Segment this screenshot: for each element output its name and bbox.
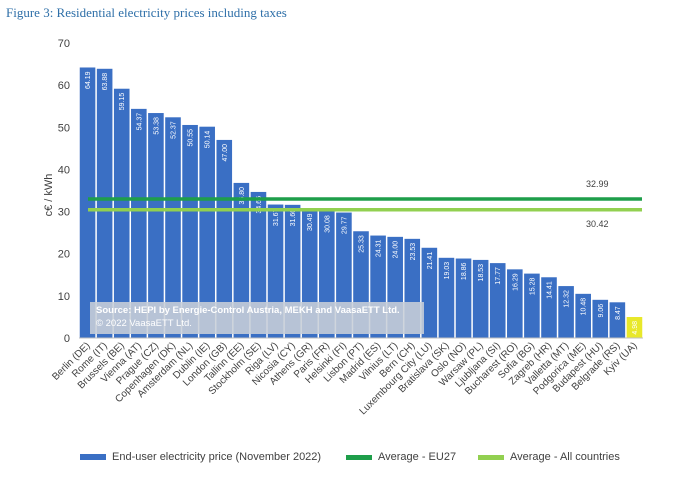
legend-swatch-all (478, 454, 504, 460)
y-tick-label: 30 (58, 207, 70, 219)
bar-value-label: 21.41 (427, 252, 434, 270)
legend-item-eu27: Average - EU27 (346, 450, 456, 464)
bar-value-label: 63.88 (102, 73, 109, 91)
bar (524, 273, 540, 338)
bar-value-label: 52.37 (171, 121, 178, 139)
bar-value-label: 24.00 (393, 241, 400, 259)
bar (233, 182, 250, 338)
bar-value-label: 9.06 (598, 304, 605, 318)
bar-value-label: 10.48 (581, 298, 588, 316)
bar-value-label: 12.32 (564, 290, 571, 308)
bar-value-label: 15.28 (529, 278, 536, 296)
average-lines: 32.99 30.42 (88, 179, 642, 229)
x-axis-labels: Berlin (DE)Rome (IT)Brussels (BE)Vienna … (50, 340, 639, 417)
bar-value-label: 36.80 (239, 187, 246, 205)
bar-value-label: 53.38 (153, 117, 160, 135)
y-tick-label: 70 (58, 38, 70, 50)
bar-value-label: 18.53 (478, 264, 485, 282)
bar-value-label: 4.98 (632, 321, 639, 335)
bar (489, 263, 506, 338)
bars: 64.19 63.88 59.15 54.37 53.38 52.37 50.55 50.14… (79, 67, 643, 339)
source-line-2: © 2022 VaasaETT Ltd. (96, 318, 192, 329)
legend: End-user electricity price (November 202… (80, 450, 680, 464)
bar (96, 68, 113, 338)
bar-value-label: 24.31 (376, 239, 383, 257)
bar-value-label: 25.33 (359, 235, 366, 253)
figure-title: Figure 3: Residential electricity prices… (6, 5, 287, 20)
bar-value-label: 30.49 (307, 213, 314, 231)
bar (609, 302, 626, 338)
bar (182, 124, 198, 338)
y-tick-label: 10 (58, 291, 70, 303)
bar-value-label: 16.29 (512, 273, 519, 291)
bar (165, 117, 181, 339)
source-line-1: Source: HEPI by Energie-Control Austria,… (96, 305, 400, 316)
bar-value-label: 64.19 (85, 71, 92, 89)
bar-value-label: 23.53 (410, 243, 417, 261)
bar (472, 259, 489, 338)
bar-value-label: 50.14 (205, 131, 212, 149)
bar (626, 317, 643, 338)
y-tick-label: 60 (58, 80, 70, 92)
bar (438, 257, 455, 338)
legend-swatch-eu27 (346, 454, 372, 460)
bar (575, 293, 591, 338)
y-tick-label: 40 (58, 164, 70, 176)
bar-value-label: 30.08 (324, 215, 331, 233)
bar (507, 269, 523, 338)
bar-value-label: 34.66 (256, 196, 263, 214)
y-tick-label: 0 (64, 333, 70, 345)
bar (131, 108, 147, 338)
bar (113, 88, 130, 338)
bar-value-label: 50.55 (188, 129, 195, 147)
legend-item-price: End-user electricity price (November 202… (80, 450, 321, 464)
bar (421, 247, 438, 338)
bar-value-label: 19.03 (444, 262, 451, 280)
legend-label-price: End-user electricity price (November 202… (112, 451, 322, 463)
bar-chart: 0 10 20 30 40 50 60 70 c€ / kWh 64.19 63.88 59.15… (43, 38, 643, 417)
bar (558, 286, 574, 338)
y-tick-label: 20 (58, 249, 70, 261)
bar (199, 126, 215, 339)
legend-item-all: Average - All countries (478, 450, 620, 464)
bar (541, 277, 557, 338)
bar-value-label: 31.60 (290, 209, 297, 227)
bar (148, 113, 164, 338)
legend-label-eu27: Average - EU27 (378, 451, 457, 463)
bar-value-label: 8.47 (615, 306, 622, 320)
bar-value-label: 47.00 (222, 144, 229, 162)
bar (250, 191, 267, 338)
average-label-eu27: 32.99 (586, 179, 609, 189)
legend-swatch-bar (80, 454, 106, 460)
bar (455, 258, 472, 338)
bar-value-label: 17.77 (495, 267, 502, 285)
bar-value-label: 18.86 (461, 262, 468, 280)
bar-value-label: 59.15 (119, 93, 126, 111)
y-axis-title: c€ / kWh (43, 174, 55, 217)
legend-label-all: Average - All countries (510, 451, 620, 463)
bar-value-label: 54.37 (136, 113, 143, 131)
bar (592, 299, 609, 338)
average-label-all: 30.42 (586, 219, 609, 229)
bar-value-label: 29.77 (341, 216, 348, 234)
bar (216, 139, 233, 338)
y-tick-label: 50 (58, 122, 70, 134)
y-axis: 0 10 20 30 40 50 60 70 (58, 38, 70, 345)
bar-value-label: 14.41 (547, 281, 554, 299)
source-note: Source: HEPI by Energie-Control Austria,… (90, 302, 424, 334)
bar-value-label: 31.67 (273, 208, 280, 226)
bar (79, 67, 96, 339)
